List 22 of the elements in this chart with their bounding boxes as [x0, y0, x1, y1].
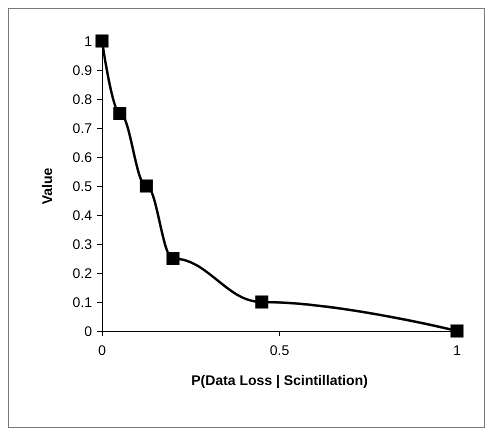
y-axis-title: Value: [39, 168, 55, 204]
y-tick-label: 0.9: [72, 62, 92, 78]
point: [166, 252, 180, 265]
y-tick-label: 0.4: [72, 207, 92, 223]
point: [113, 107, 126, 120]
y-tick-label: 0.5: [72, 178, 92, 194]
point: [96, 34, 108, 48]
y-tick-label: 0: [84, 323, 92, 339]
x-tick-label: 0: [98, 342, 106, 358]
y-tick-label: 0.6: [72, 149, 92, 165]
y-tick-label: 0.7: [72, 120, 92, 136]
x-axis-title: P(Data Loss | Scintillation): [191, 372, 368, 389]
y-tick-label: 0.8: [72, 91, 92, 107]
point: [450, 324, 464, 338]
point: [255, 296, 268, 308]
point: [140, 180, 153, 192]
y-tick-label: 0.2: [72, 265, 92, 281]
x-tick-label: 0.5: [270, 342, 290, 358]
y-tick-label: 1: [84, 33, 92, 49]
y-tick-label: 0.3: [72, 236, 92, 252]
x-tick-label: 1: [453, 342, 462, 358]
y-tick-label: 0.1: [72, 294, 92, 310]
